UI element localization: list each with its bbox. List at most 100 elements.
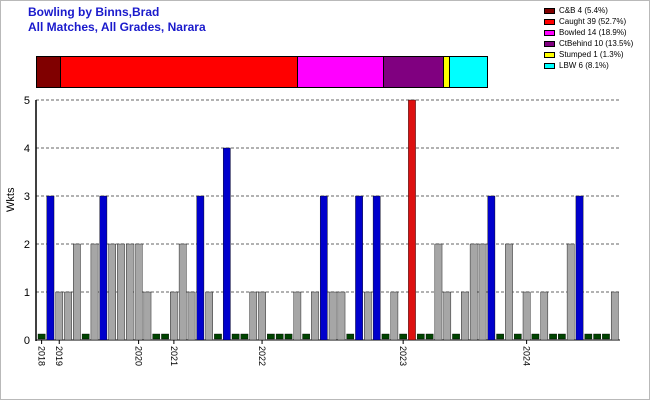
zero-wicket-marker (214, 333, 222, 340)
wicket-bar (64, 291, 72, 341)
legend-item-cb: C&B 4 (5.4%) (544, 5, 633, 16)
zero-wicket-marker (452, 333, 460, 340)
wicket-bar (125, 243, 134, 341)
dismissal-segment-caught (61, 57, 299, 87)
legend-item-bowled: Bowled 14 (18.9%) (544, 27, 633, 38)
wicket-bar (99, 195, 108, 341)
wicket-bar (134, 243, 143, 341)
zero-wicket-marker (302, 333, 310, 340)
x-year-label: 2019 (54, 346, 64, 366)
wicket-bar (187, 291, 196, 341)
wicket-bar (487, 195, 496, 341)
x-year-label: 2018 (37, 346, 47, 366)
y-tick-label: 0 (24, 335, 30, 347)
dismissal-segment-stumped (444, 57, 451, 87)
dismissal-breakdown-bar (36, 56, 488, 88)
wicket-bar (178, 243, 187, 341)
y-tick-label: 5 (24, 95, 30, 107)
wicket-bar (355, 195, 363, 341)
wicket-bar (505, 243, 513, 341)
chart-title-block: Bowling by Binns,Brad All Matches, All G… (28, 5, 206, 35)
legend-swatch-stumped (544, 51, 555, 58)
y-tick-label: 4 (24, 143, 30, 155)
dismissal-segment-cb (37, 57, 62, 87)
wicket-bar (293, 291, 302, 341)
wicket-bar (249, 291, 258, 341)
wicket-bar (205, 291, 213, 341)
zero-wicket-marker (549, 333, 557, 340)
wicket-bar (575, 195, 584, 341)
dismissal-legend: C&B 4 (5.4%) Caught 39 (52.7%) Bowled 14… (544, 5, 633, 71)
x-year-label: 2023 (398, 346, 408, 366)
x-year-label: 2022 (257, 346, 267, 366)
dismissal-segment-lbw (450, 57, 487, 87)
zero-wicket-marker (602, 333, 610, 340)
legend-label-stumped: Stumped 1 (1.3%) (559, 50, 624, 59)
zero-wicket-marker (161, 333, 169, 340)
zero-wicket-marker (346, 333, 355, 340)
legend-label-lbw: LBW 6 (8.1%) (559, 61, 609, 70)
legend-label-bowled: Bowled 14 (18.9%) (559, 28, 627, 37)
legend-swatch-ctbehind (544, 40, 555, 47)
x-year-label: 2021 (169, 346, 179, 366)
wicket-bar (46, 195, 55, 341)
legend-swatch-caught (544, 18, 555, 25)
wicket-bar (540, 291, 549, 341)
y-tick-label: 3 (24, 191, 30, 203)
legend-item-lbw: LBW 6 (8.1%) (544, 60, 633, 71)
chart-title: Bowling by Binns,Brad (28, 5, 160, 19)
wicket-bar (258, 291, 266, 341)
legend-item-ctbehind: CtBehind 10 (13.5%) (544, 38, 633, 49)
x-year-label: 2024 (522, 346, 532, 366)
wicket-bar (222, 147, 231, 341)
x-year-label: 2020 (134, 346, 144, 366)
legend-item-stumped: Stumped 1 (1.3%) (544, 49, 633, 60)
wicket-bar (311, 291, 319, 341)
wicket-bar (390, 291, 399, 341)
zero-wicket-marker (558, 333, 566, 340)
zero-wicket-marker (513, 333, 522, 340)
wicket-bar (408, 99, 416, 341)
zero-wicket-marker (416, 333, 425, 340)
y-tick-label: 2 (24, 239, 30, 251)
wicket-bar (90, 243, 99, 341)
zero-wicket-marker (593, 333, 601, 340)
wicket-bar (434, 243, 443, 341)
y-tick-label: 1 (24, 287, 30, 299)
wicket-bar (443, 291, 452, 341)
legend-swatch-bowled (544, 29, 555, 36)
zero-wicket-marker (531, 333, 540, 340)
zero-wicket-marker (240, 333, 249, 340)
zero-wicket-marker (284, 333, 293, 340)
wicket-bar (372, 195, 381, 341)
dismissal-segment-ctbehind (383, 57, 445, 87)
wicket-bar (319, 195, 328, 341)
wicket-bar (328, 291, 337, 341)
wicket-bar (566, 243, 575, 341)
wicket-bar (170, 291, 178, 341)
zero-wicket-marker (275, 333, 284, 340)
legend-item-caught: Caught 39 (52.7%) (544, 16, 633, 27)
zero-wicket-marker (425, 333, 434, 340)
wicket-bar (610, 291, 619, 341)
legend-label-ctbehind: CtBehind 10 (13.5%) (559, 39, 634, 48)
wicket-bar (469, 243, 478, 341)
zero-wicket-marker (37, 333, 46, 340)
legend-label-cb: C&B 4 (5.4%) (559, 6, 608, 15)
wicket-bar (478, 243, 487, 341)
zero-wicket-marker (381, 333, 390, 340)
legend-label-caught: Caught 39 (52.7%) (559, 17, 627, 26)
wicket-bar (196, 195, 205, 341)
wicket-bar (337, 291, 346, 341)
wicket-bar (117, 243, 125, 341)
zero-wicket-marker (496, 333, 504, 340)
chart-subtitle: All Matches, All Grades, Narara (28, 20, 206, 34)
wicket-bar (364, 291, 372, 341)
zero-wicket-marker (231, 333, 240, 340)
wicket-bar (108, 243, 116, 341)
zero-wicket-marker (399, 333, 407, 340)
wicket-bar (73, 243, 81, 341)
legend-swatch-cb (544, 7, 555, 14)
legend-swatch-lbw (544, 62, 555, 69)
